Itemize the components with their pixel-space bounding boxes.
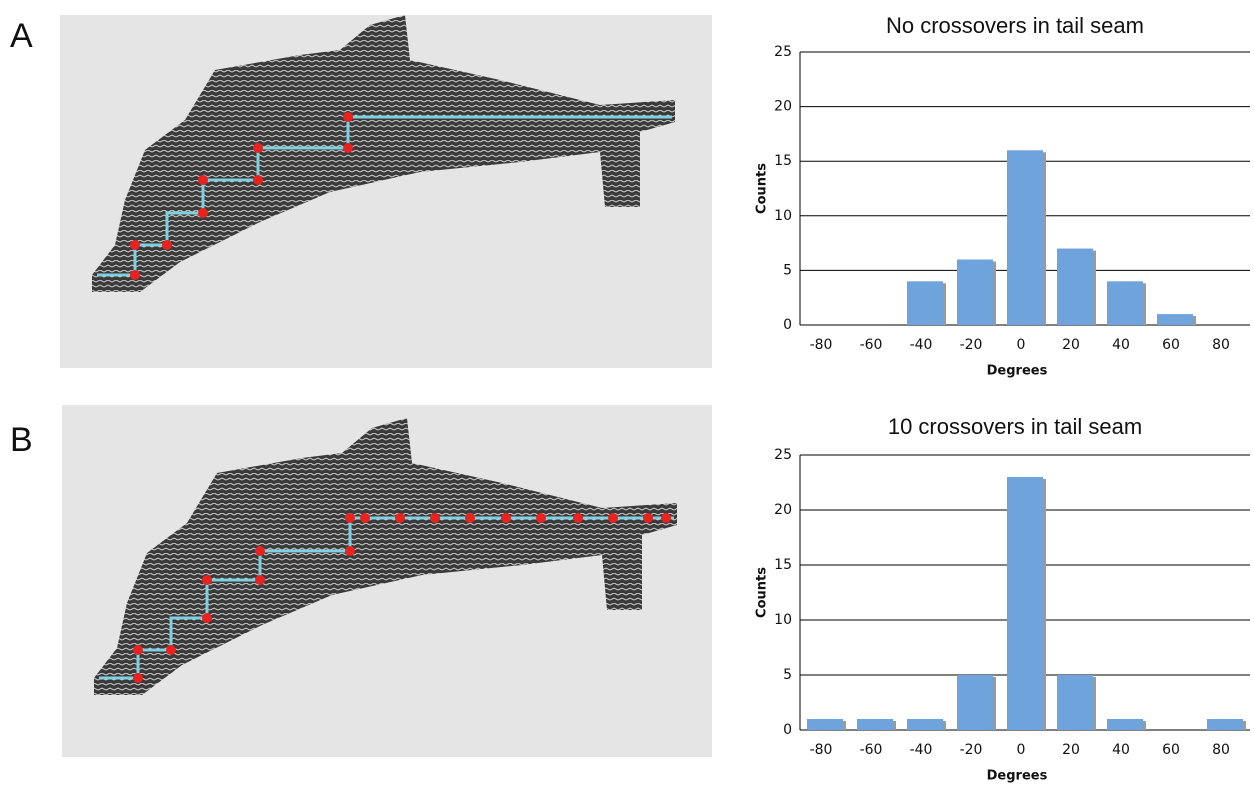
x-tick-label: -80 — [810, 337, 833, 353]
bar — [807, 719, 843, 730]
origami-image-a — [60, 15, 712, 368]
panel-label: A — [10, 17, 33, 55]
bar — [857, 719, 893, 730]
y-tick-label: 20 — [774, 99, 792, 115]
y-tick-label: 10 — [774, 208, 792, 224]
y-tick-label: 10 — [774, 612, 792, 628]
chart-title: No crossovers in tail seam — [886, 13, 1144, 38]
y-axis-label: Counts — [755, 567, 770, 618]
x-tick-label: 60 — [1162, 337, 1180, 353]
x-axis-label: Degrees — [987, 769, 1048, 784]
y-tick-label: 5 — [783, 667, 792, 683]
x-tick-label: 40 — [1112, 742, 1130, 758]
panel-label: B — [10, 421, 33, 459]
y-axis-label: Counts — [755, 163, 770, 214]
x-tick-label: 80 — [1212, 742, 1230, 758]
bar — [1107, 719, 1143, 730]
x-tick-label: 0 — [1017, 742, 1026, 758]
bar — [907, 281, 943, 325]
x-tick-label: 0 — [1017, 337, 1026, 353]
bar — [1157, 314, 1193, 325]
bar — [957, 675, 993, 730]
bar — [1007, 477, 1043, 730]
bar — [1007, 150, 1043, 325]
x-tick-label: -80 — [810, 742, 833, 758]
x-axis-label: Degrees — [987, 364, 1048, 379]
x-tick-label: -20 — [960, 337, 983, 353]
x-tick-label: -40 — [910, 742, 933, 758]
x-tick-label: 20 — [1062, 742, 1080, 758]
bar — [907, 719, 943, 730]
y-tick-label: 0 — [783, 722, 792, 738]
y-tick-label: 0 — [783, 317, 792, 333]
y-tick-label: 20 — [774, 502, 792, 518]
x-tick-label: -40 — [910, 337, 933, 353]
x-tick-label: -20 — [960, 742, 983, 758]
bar — [957, 259, 993, 325]
bar — [1207, 719, 1243, 730]
y-tick-label: 25 — [774, 447, 792, 463]
y-tick-label: 5 — [783, 262, 792, 278]
x-tick-label: 40 — [1112, 337, 1130, 353]
y-tick-label: 15 — [774, 153, 792, 169]
x-tick-label: 80 — [1212, 337, 1230, 353]
figure: A B No crossovers in tail seamCou — [0, 0, 1254, 785]
y-tick-label: 15 — [774, 557, 792, 573]
x-tick-label: -60 — [860, 742, 883, 758]
x-tick-label: 60 — [1162, 742, 1180, 758]
chart-title: 10 crossovers in tail seam — [888, 414, 1142, 439]
x-tick-label: 20 — [1062, 337, 1080, 353]
bar — [1057, 249, 1093, 325]
origami-image-b — [62, 405, 712, 757]
y-tick-label: 25 — [774, 44, 792, 60]
x-tick-label: -60 — [860, 337, 883, 353]
bar — [1057, 675, 1093, 730]
bar — [1107, 281, 1143, 325]
